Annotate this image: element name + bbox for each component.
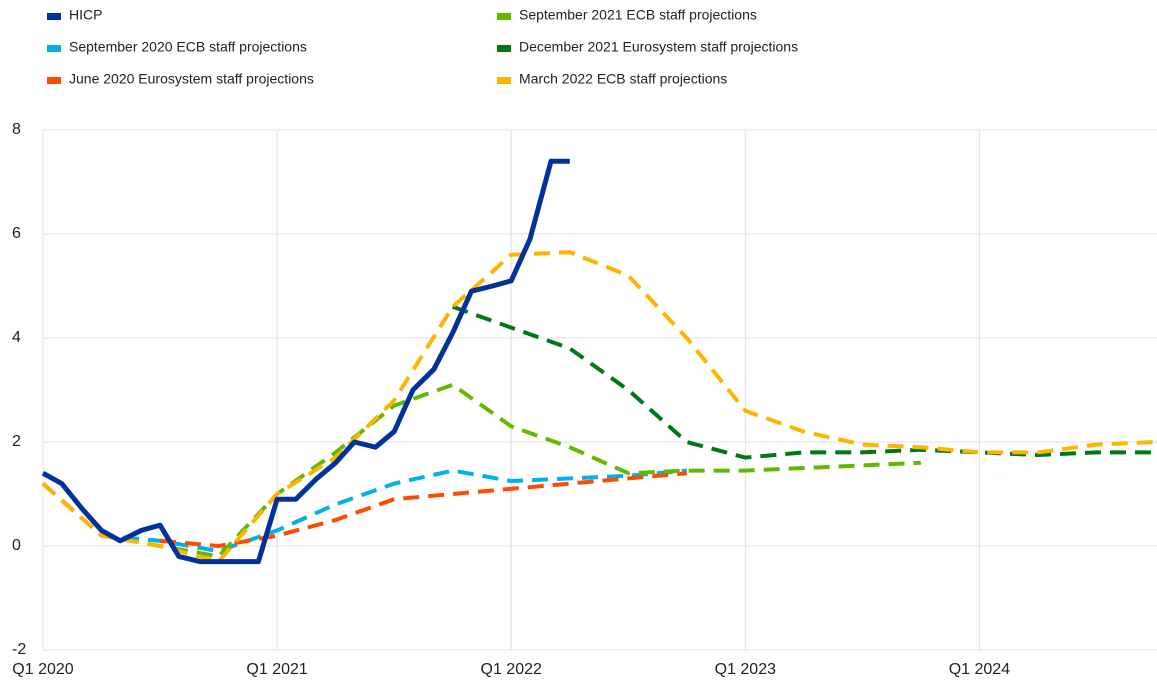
- legend-swatch: [47, 13, 61, 20]
- legend-swatch: [497, 13, 511, 20]
- x-tick-label: Q1 2024: [949, 661, 1010, 678]
- legend-label: June 2020 Eurosystem staff projections: [69, 71, 314, 87]
- y-tick-label: 6: [12, 225, 21, 242]
- legend-label: September 2020 ECB staff projections: [69, 39, 307, 55]
- legend-label: HICP: [69, 7, 102, 23]
- series-line: [41, 382, 921, 559]
- y-tick-label: -2: [12, 641, 26, 658]
- series-line: [41, 250, 1156, 564]
- legend-swatch: [497, 77, 511, 84]
- legend-swatch: [497, 45, 511, 52]
- series-line: [41, 468, 687, 554]
- legend-label: December 2021 Eurosystem staff projectio…: [519, 39, 798, 55]
- x-tick-label: Q1 2021: [246, 661, 307, 678]
- y-tick-label: 4: [12, 329, 21, 346]
- x-tick-label: Q1 2020: [12, 661, 73, 678]
- x-tick-label: Q1 2022: [481, 661, 542, 678]
- series-line: [452, 304, 1155, 460]
- x-tick-label: Q1 2023: [715, 661, 776, 678]
- series-line: [41, 158, 570, 565]
- legend-swatch: [47, 45, 61, 52]
- y-tick-label: 8: [12, 121, 21, 138]
- y-tick-label: 0: [12, 537, 21, 554]
- legend-label: March 2022 ECB staff projections: [519, 71, 727, 87]
- y-tick-label: 2: [12, 433, 21, 450]
- legend-swatch: [47, 77, 61, 84]
- series-line: [159, 471, 687, 548]
- legend-label: September 2021 ECB staff projections: [519, 7, 757, 23]
